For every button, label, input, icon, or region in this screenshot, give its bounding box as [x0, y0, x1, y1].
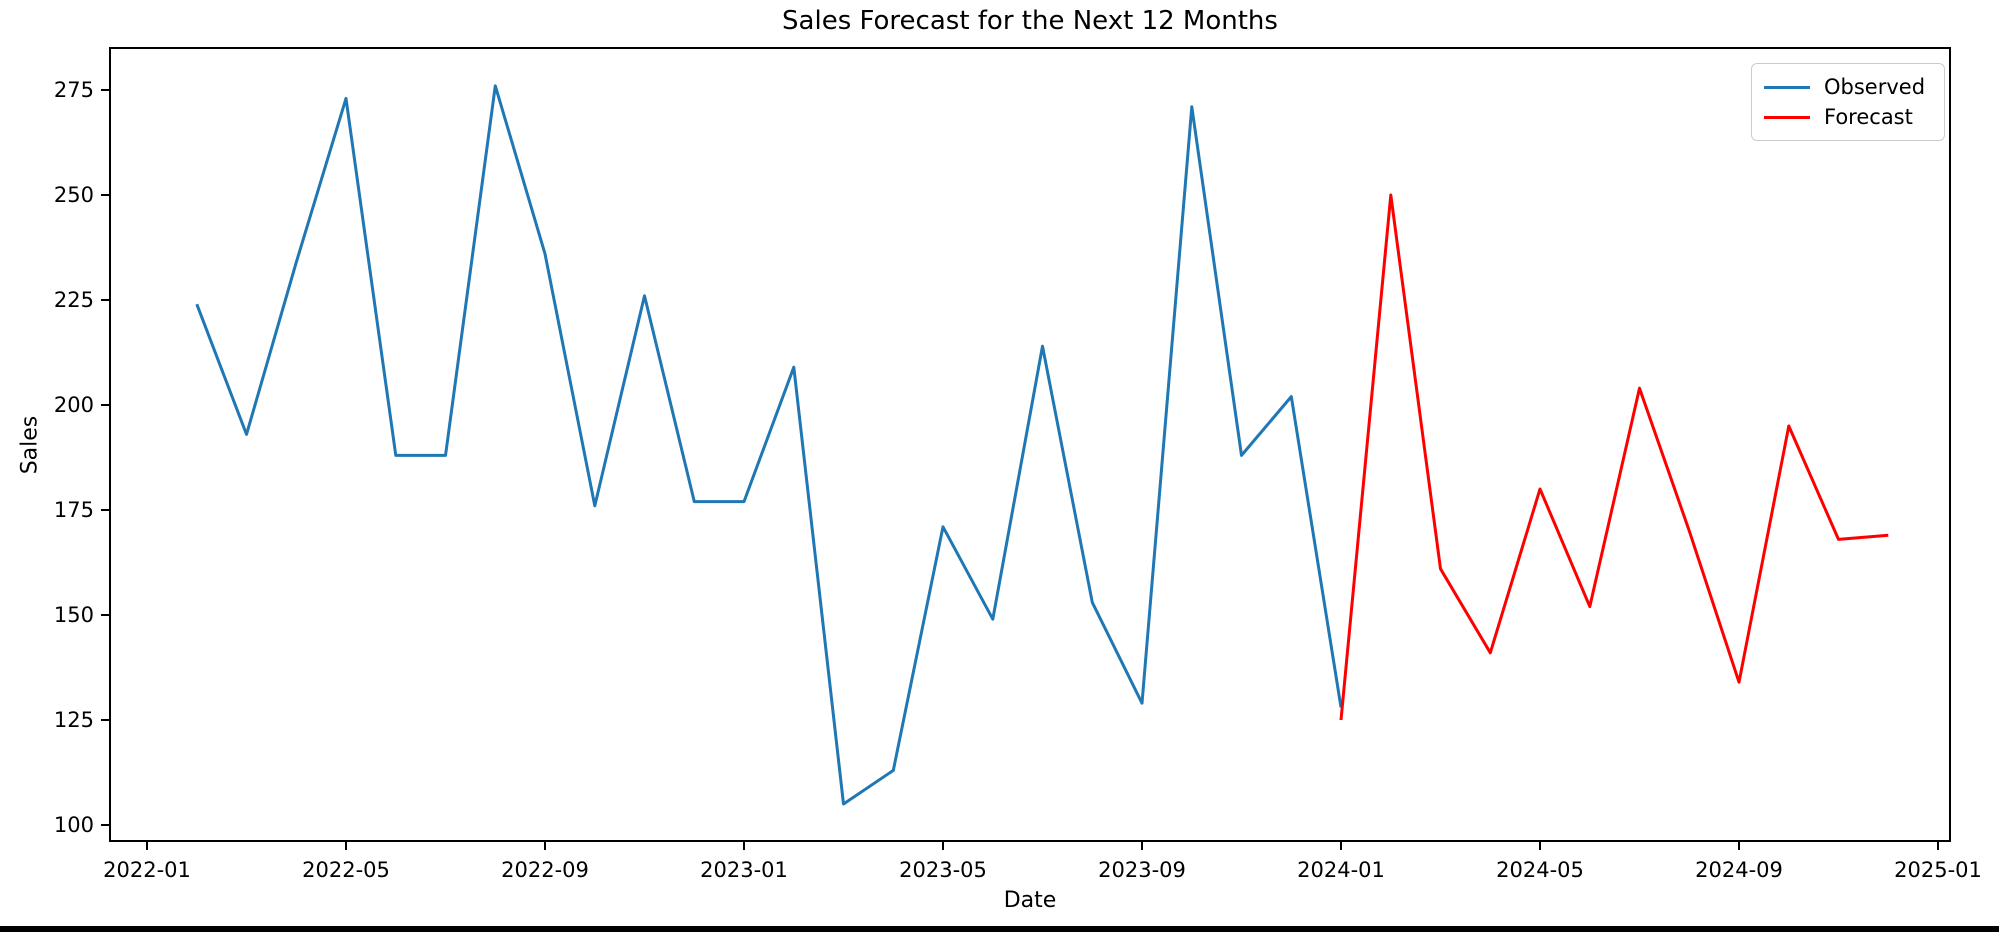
legend: Observed Forecast — [1751, 63, 1945, 141]
x-tick-label: 2024-01 — [1297, 858, 1385, 882]
legend-label-observed: Observed — [1824, 75, 1926, 99]
x-tick-label: 2023-05 — [899, 858, 987, 882]
x-tick-label: 2022-09 — [501, 858, 589, 882]
x-tick-label: 2023-01 — [700, 858, 788, 882]
y-tick-label: 250 — [54, 183, 94, 207]
x-tick-label: 2024-09 — [1695, 858, 1783, 882]
y-tick-label: 225 — [54, 288, 94, 312]
forecast-line-swatch — [1764, 115, 1810, 119]
y-axis-title: Sales — [17, 415, 43, 475]
x-tick-label: 2025-01 — [1894, 858, 1982, 882]
y-tick-label: 100 — [54, 813, 94, 837]
y-tick-label: 125 — [54, 708, 94, 732]
x-tick-label: 2024-05 — [1496, 858, 1584, 882]
observed-line-swatch — [1764, 85, 1810, 89]
legend-label-forecast: Forecast — [1824, 105, 1913, 129]
legend-item-observed: Observed — [1764, 72, 1932, 102]
chart-title: Sales Forecast for the Next 12 Months — [782, 6, 1278, 36]
legend-item-forecast: Forecast — [1764, 102, 1932, 132]
x-tick-label: 2023-09 — [1098, 858, 1186, 882]
x-tick-label: 2022-01 — [103, 858, 191, 882]
window-bottom-border — [0, 926, 1999, 932]
x-tick-label: 2022-05 — [302, 858, 390, 882]
y-tick-label: 275 — [54, 78, 94, 102]
axes-frame — [109, 47, 1951, 842]
forecast-line — [1339, 193, 1889, 721]
x-axis-title: Date — [1003, 888, 1057, 913]
observed-line — [195, 84, 1343, 806]
y-tick-label: 175 — [54, 498, 94, 522]
y-tick-label: 200 — [54, 393, 94, 417]
y-tick-label: 150 — [54, 603, 94, 627]
